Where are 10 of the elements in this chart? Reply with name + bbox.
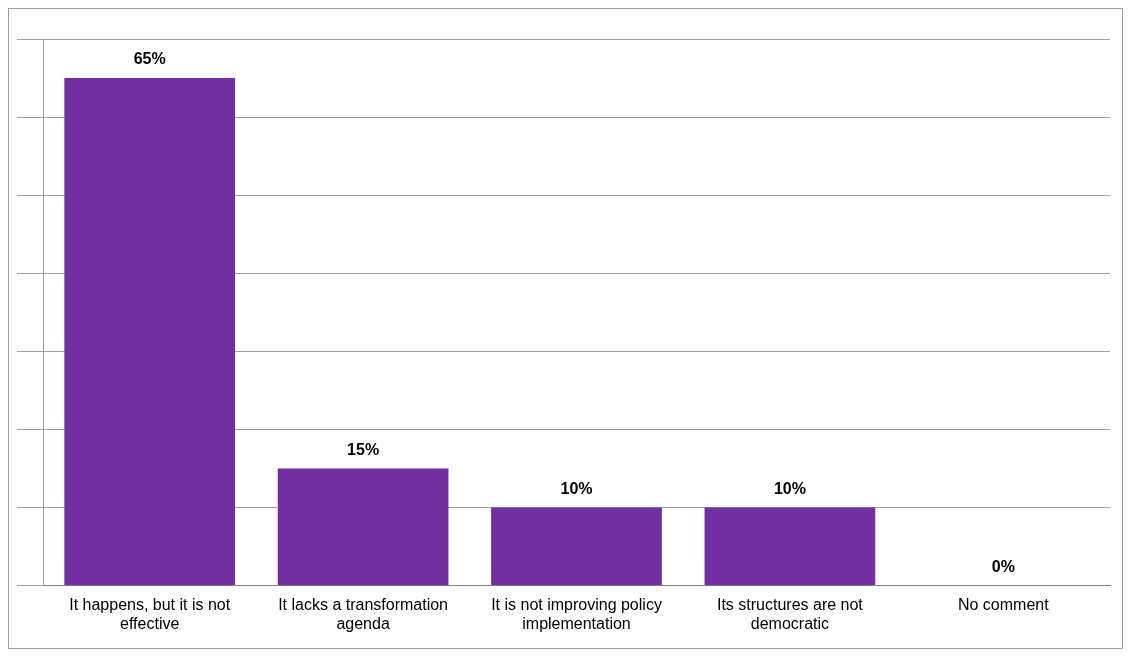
data-label: 0% <box>991 558 1015 576</box>
x-tick-label: It happens, but it is not effective <box>69 595 231 632</box>
x-tick-label: It is not improving policy implementation <box>491 595 662 632</box>
data-label: 10% <box>773 479 806 497</box>
data-label: 65% <box>133 50 166 68</box>
x-tick-label: Its structures are not democratic <box>716 595 864 632</box>
x-tick-label: It lacks a transformation agenda <box>278 595 449 632</box>
data-label: 10% <box>560 479 593 497</box>
data-label: 15% <box>347 440 380 458</box>
x-tick-label: No comment <box>957 595 1050 613</box>
